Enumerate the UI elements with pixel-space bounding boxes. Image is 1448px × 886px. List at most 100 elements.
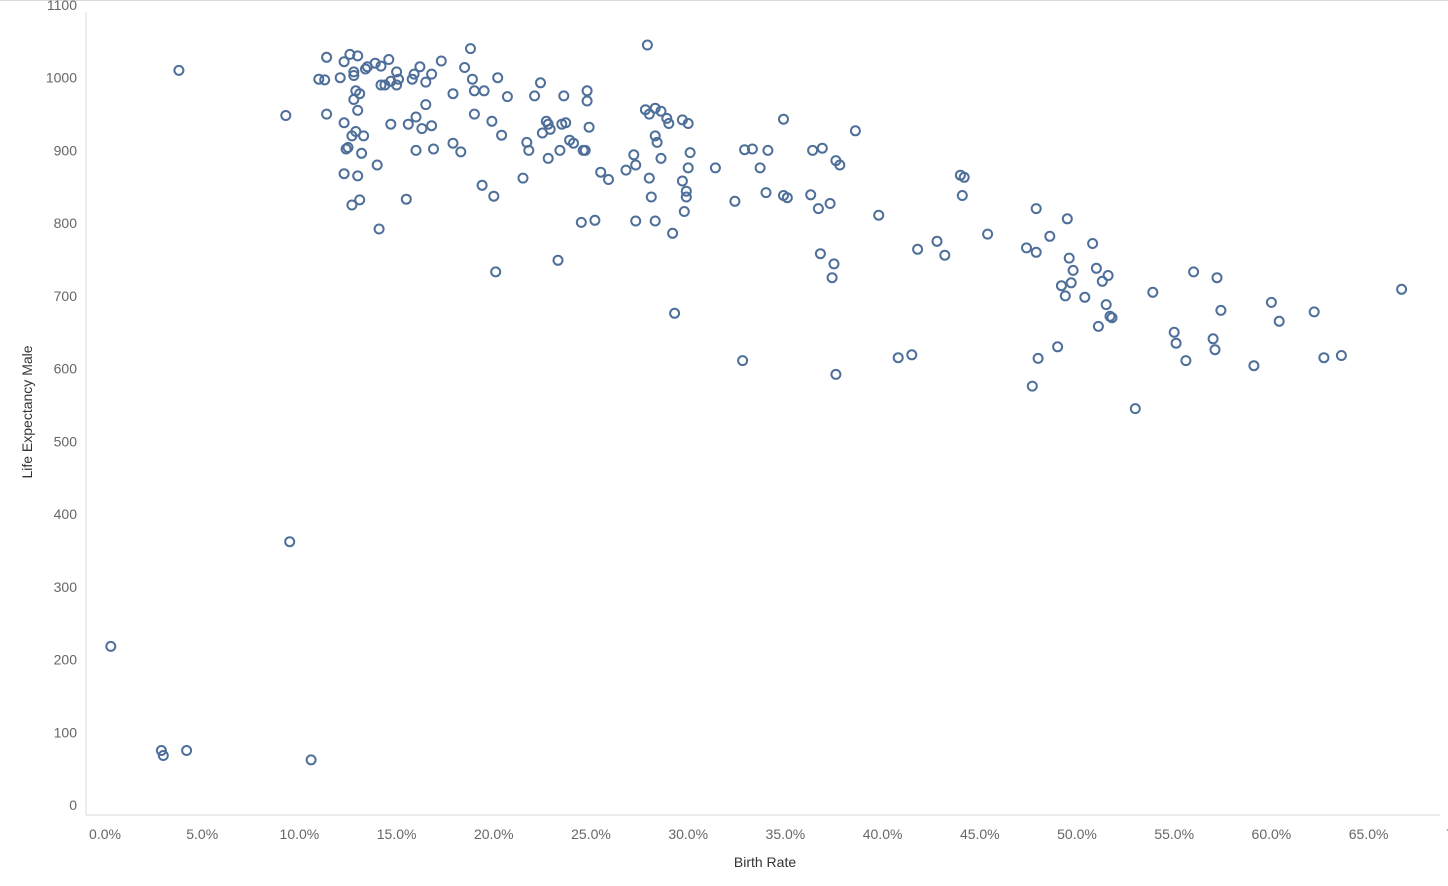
data-point[interactable] (346, 199, 358, 211)
data-point[interactable] (620, 164, 632, 176)
data-point[interactable] (581, 95, 593, 107)
data-point[interactable] (805, 189, 817, 201)
data-point[interactable] (408, 68, 420, 80)
data-point[interactable] (1265, 296, 1277, 308)
data-point[interactable] (375, 60, 387, 72)
data-point[interactable] (661, 112, 673, 124)
data-point[interactable] (1096, 275, 1108, 287)
data-point[interactable] (410, 111, 422, 123)
data-point[interactable] (406, 73, 418, 85)
data-point[interactable] (375, 79, 387, 91)
data-point[interactable] (892, 352, 904, 364)
data-point[interactable] (455, 146, 467, 158)
data-point[interactable] (340, 143, 352, 155)
data-point[interactable] (414, 61, 426, 73)
data-point[interactable] (321, 51, 333, 63)
data-point[interactable] (1059, 290, 1071, 302)
data-point[interactable] (352, 104, 364, 116)
data-point[interactable] (682, 162, 694, 174)
data-point[interactable] (529, 90, 541, 102)
data-point[interactable] (1129, 403, 1141, 415)
data-point[interactable] (1215, 304, 1227, 316)
data-point[interactable] (517, 172, 529, 184)
data-point[interactable] (356, 147, 368, 159)
data-point[interactable] (348, 70, 360, 81)
data-point[interactable] (931, 235, 943, 247)
data-point[interactable] (643, 172, 655, 184)
data-point[interactable] (157, 750, 169, 761)
data-point[interactable] (280, 110, 292, 121)
data-point[interactable] (447, 88, 459, 100)
data-point[interactable] (435, 55, 447, 67)
data-point[interactable] (589, 214, 601, 226)
data-point[interactable] (1055, 280, 1067, 292)
data-point[interactable] (906, 349, 918, 361)
data-point[interactable] (1308, 306, 1320, 318)
data-point[interactable] (669, 307, 681, 319)
data-point[interactable] (391, 66, 403, 78)
data-point[interactable] (655, 105, 667, 117)
data-point[interactable] (385, 118, 397, 130)
data-point[interactable] (338, 168, 350, 180)
data-point[interactable] (655, 152, 667, 164)
data-point[interactable] (544, 123, 556, 135)
data-point[interactable] (391, 79, 403, 91)
data-point[interactable] (496, 129, 508, 141)
data-point[interactable] (630, 215, 642, 227)
data-point[interactable] (486, 115, 498, 127)
data-point[interactable] (737, 355, 749, 367)
data-point[interactable] (826, 272, 838, 284)
data-point[interactable] (321, 108, 333, 120)
data-point[interactable] (581, 85, 593, 97)
data-point[interactable] (630, 159, 642, 171)
data-point[interactable] (830, 368, 842, 380)
data-point[interactable] (468, 108, 480, 120)
data-point[interactable] (352, 170, 364, 182)
data-point[interactable] (542, 152, 554, 164)
data-point[interactable] (1168, 326, 1180, 338)
data-point[interactable] (1248, 360, 1260, 372)
data-point[interactable] (667, 227, 679, 239)
data-point[interactable] (173, 64, 185, 76)
data-point[interactable] (313, 73, 325, 85)
data-point[interactable] (939, 249, 951, 261)
data-point[interactable] (682, 118, 694, 129)
data-point[interactable] (1209, 344, 1221, 356)
data-point[interactable] (649, 102, 661, 114)
data-point[interactable] (1211, 272, 1223, 284)
data-point[interactable] (1032, 352, 1044, 364)
data-point[interactable] (1026, 380, 1038, 392)
data-point[interactable] (1170, 337, 1182, 349)
data-point[interactable] (814, 248, 826, 260)
data-point[interactable] (649, 215, 661, 227)
data-point[interactable] (155, 745, 167, 756)
data-point[interactable] (1100, 299, 1112, 311)
data-point[interactable] (420, 76, 432, 88)
data-point[interactable] (1147, 286, 1159, 298)
data-point[interactable] (342, 142, 354, 153)
data-point[interactable] (873, 209, 885, 221)
data-point[interactable] (373, 223, 385, 235)
data-point[interactable] (1030, 246, 1042, 258)
data-point[interactable] (490, 266, 502, 278)
data-point[interactable] (447, 137, 459, 149)
data-point[interactable] (1061, 213, 1073, 225)
data-point[interactable] (649, 130, 661, 142)
data-point[interactable] (558, 90, 570, 102)
data-point[interactable] (1273, 315, 1285, 327)
data-point[interactable] (729, 195, 741, 207)
data-point[interactable] (1090, 262, 1102, 274)
data-point[interactable] (1207, 333, 1219, 345)
data-point[interactable] (583, 121, 595, 133)
data-point[interactable] (476, 179, 488, 191)
data-point[interactable] (358, 130, 370, 142)
data-point[interactable] (595, 166, 607, 178)
data-point[interactable] (393, 73, 404, 85)
data-point[interactable] (575, 216, 587, 228)
data-point[interactable] (762, 144, 774, 156)
data-point[interactable] (426, 120, 438, 132)
data-point[interactable] (746, 143, 758, 155)
data-point[interactable] (478, 85, 490, 97)
data-point[interactable] (492, 72, 504, 84)
data-point[interactable] (645, 191, 657, 203)
